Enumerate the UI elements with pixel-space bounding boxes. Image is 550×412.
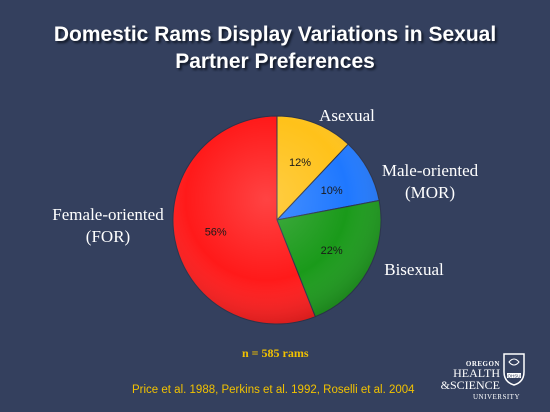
slice-value-label: 56% (205, 227, 227, 239)
logo-line-health: HEALTH (453, 366, 500, 380)
slice-value-label: 22% (321, 245, 343, 257)
ohsu-seal-icon: OHSU (503, 353, 525, 386)
slide-title-line-1: Domestic Rams Display Variations in Sexu… (53, 23, 497, 46)
label-for: (FOR) (85, 227, 131, 246)
label-mor: (MOR) (404, 183, 456, 202)
sample-size-note: n = 585 rams (242, 346, 309, 360)
seal-text: OHSU (507, 373, 520, 378)
slide-title-line-2: Partner Preferences (175, 50, 375, 73)
logo-line-science: &SCIENCE (440, 378, 500, 392)
label-bisexual: Bisexual (384, 260, 444, 279)
slice-value-label: 10% (321, 185, 343, 197)
logo-line-university: UNIVERSITY (473, 393, 520, 401)
label-asexual: Asexual (319, 106, 375, 125)
logo-line-oregon: OREGON (465, 360, 500, 368)
label-female-oriented: Female-oriented (52, 205, 164, 224)
citation: Price et al. 1988, Perkins et al. 1992, … (132, 384, 415, 396)
label-male-oriented: Male-oriented (381, 161, 479, 180)
slice-value-label: 12% (289, 157, 311, 169)
